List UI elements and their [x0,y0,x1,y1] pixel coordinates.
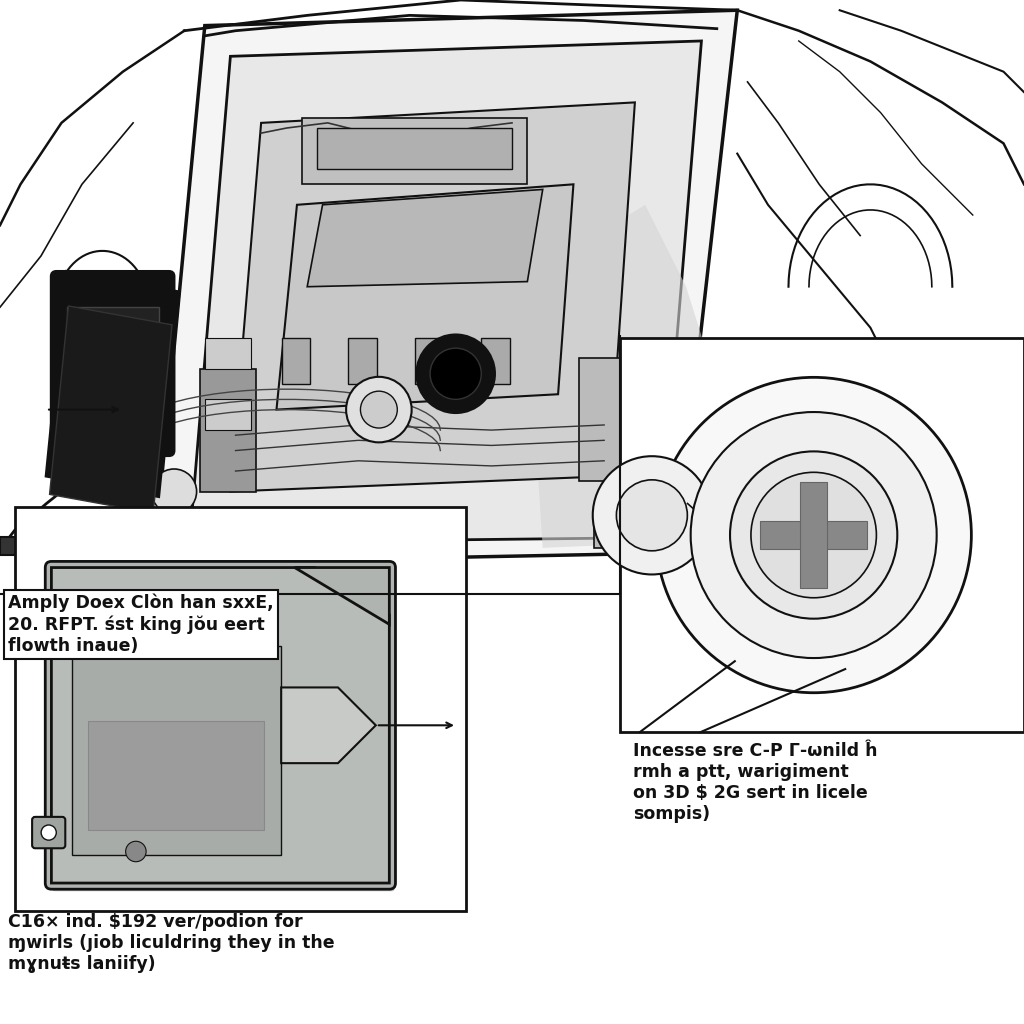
Circle shape [751,472,877,598]
Bar [620,338,1024,732]
Bar [72,646,282,855]
Text: Amply Doex Clòn han sxxE,
20. RFPT. śst king jŏu eert
flowth inaue): Amply Doex Clòn han sxxE, 20. RFPT. śst … [8,594,273,654]
Circle shape [690,412,937,658]
Circle shape [430,348,481,399]
Circle shape [628,356,652,381]
Circle shape [417,335,495,413]
FancyBboxPatch shape [32,817,66,848]
Polygon shape [154,10,737,563]
Circle shape [41,825,56,840]
Bar [348,338,377,384]
FancyBboxPatch shape [51,271,174,456]
Text: C16× ind. $192 ver∕podion for
ɱwirls (ȷiob liculdring they in the
mɣnuŧs laniify: C16× ind. $192 ver∕podion for ɱwirls (ȷi… [8,913,335,973]
Polygon shape [295,567,389,625]
Circle shape [360,391,397,428]
Circle shape [628,433,652,458]
Polygon shape [49,306,172,513]
Bar [205,338,251,369]
Circle shape [346,377,412,442]
Bar [246,514,307,555]
Polygon shape [800,481,827,589]
Polygon shape [189,41,701,543]
Bar [282,338,310,384]
Polygon shape [532,205,737,548]
Circle shape [126,842,146,862]
FancyBboxPatch shape [45,561,395,889]
Bar [0,537,23,555]
Circle shape [628,397,652,422]
Bar [415,338,443,384]
FancyBboxPatch shape [52,871,394,891]
Bar [200,369,256,492]
Bar [67,307,159,430]
Polygon shape [282,687,376,763]
Polygon shape [46,271,179,497]
Circle shape [730,452,897,618]
Bar [0,0,1024,599]
Bar [317,128,512,169]
Circle shape [41,610,56,626]
Polygon shape [0,0,1024,599]
Bar [88,721,264,829]
Bar [302,118,527,184]
Bar [205,399,251,430]
Bar [15,507,466,911]
Circle shape [656,378,972,693]
Text: Incesse sre C-P Γ-ωnild ĥ
rmh a ptt, warigiment
on 3D $ 2G sert in licele
sompis: Incesse sre C-P Γ-ωnild ĥ rmh a ptt, war… [633,742,878,823]
Polygon shape [230,102,635,492]
Bar [594,507,655,548]
Polygon shape [276,184,573,410]
Polygon shape [51,567,389,883]
FancyBboxPatch shape [32,602,66,634]
Bar [481,338,510,384]
Bar [579,358,650,481]
Polygon shape [761,521,867,549]
Polygon shape [307,189,543,287]
Circle shape [152,469,197,514]
Circle shape [616,480,687,551]
Circle shape [593,457,711,574]
